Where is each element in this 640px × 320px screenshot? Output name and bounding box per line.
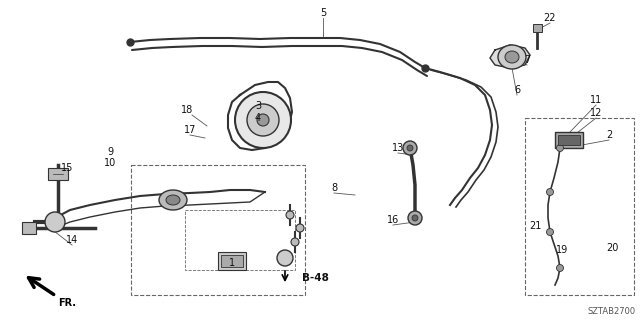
Circle shape — [291, 238, 299, 246]
Circle shape — [247, 104, 279, 136]
Circle shape — [296, 224, 304, 232]
Text: 18: 18 — [181, 105, 193, 115]
Text: 19: 19 — [556, 245, 568, 255]
Text: 10: 10 — [104, 158, 116, 168]
Circle shape — [407, 145, 413, 151]
Text: 1: 1 — [229, 258, 235, 268]
Text: 11: 11 — [590, 95, 602, 105]
Text: 17: 17 — [184, 125, 196, 135]
Bar — [525, 118, 634, 295]
Bar — [218, 252, 246, 270]
Text: 13: 13 — [392, 143, 404, 153]
Ellipse shape — [498, 45, 526, 69]
Text: 5: 5 — [320, 8, 326, 18]
Bar — [558, 135, 580, 145]
Text: 14: 14 — [66, 235, 78, 245]
Bar — [185, 210, 295, 270]
Text: 2: 2 — [606, 130, 612, 140]
Text: 21: 21 — [529, 221, 541, 231]
Circle shape — [257, 114, 269, 126]
Circle shape — [45, 212, 65, 232]
Circle shape — [403, 141, 417, 155]
Text: 7: 7 — [524, 55, 530, 65]
Text: FR.: FR. — [58, 298, 76, 308]
Text: 16: 16 — [387, 215, 399, 225]
Circle shape — [547, 228, 554, 236]
Polygon shape — [490, 45, 530, 68]
Circle shape — [557, 145, 563, 151]
Circle shape — [547, 188, 554, 196]
Circle shape — [412, 215, 418, 221]
Circle shape — [408, 211, 422, 225]
Bar — [555, 132, 583, 148]
Text: 12: 12 — [590, 108, 602, 118]
Ellipse shape — [159, 190, 187, 210]
Text: 9: 9 — [107, 147, 113, 157]
Text: SZTAB2700: SZTAB2700 — [588, 307, 636, 316]
Circle shape — [277, 250, 293, 266]
Bar — [533, 24, 542, 32]
Ellipse shape — [166, 195, 180, 205]
Text: 15: 15 — [61, 163, 73, 173]
Circle shape — [557, 265, 563, 271]
Text: 6: 6 — [514, 85, 520, 95]
Bar — [221, 255, 243, 267]
Circle shape — [286, 211, 294, 219]
Bar — [22, 222, 36, 234]
Text: 22: 22 — [544, 13, 556, 23]
Text: 3: 3 — [255, 101, 261, 111]
Text: 20: 20 — [606, 243, 618, 253]
Text: 4: 4 — [255, 113, 261, 123]
Ellipse shape — [505, 51, 519, 63]
Bar — [48, 168, 68, 180]
Text: B-48: B-48 — [301, 273, 328, 283]
Circle shape — [235, 92, 291, 148]
Bar — [131, 165, 305, 295]
Text: 8: 8 — [331, 183, 337, 193]
